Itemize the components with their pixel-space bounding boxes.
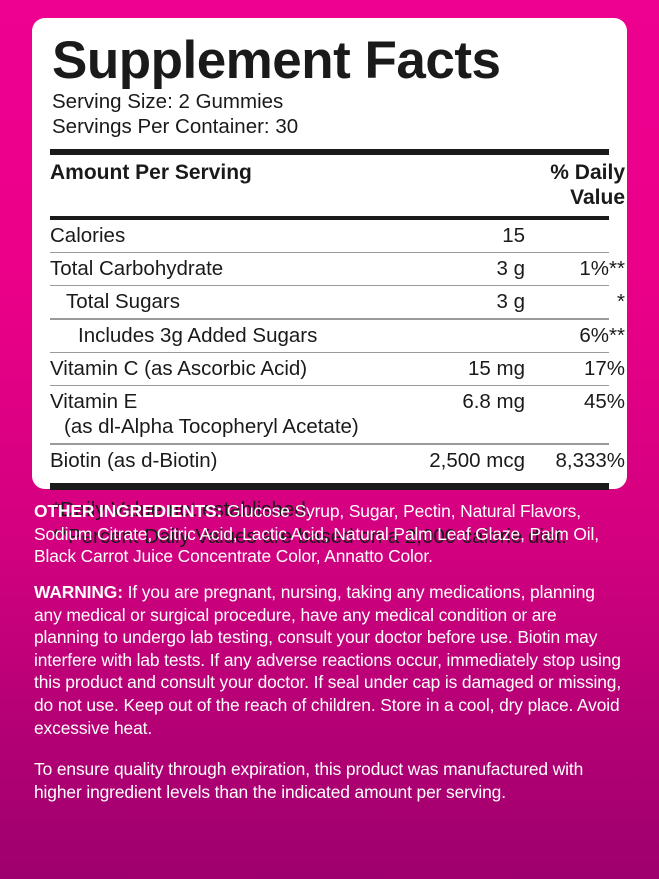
divider-thin xyxy=(50,351,609,354)
divider-thick-top xyxy=(50,148,609,155)
divider-thin xyxy=(50,318,609,320)
row-amount-vitamin-e: 6.8 mg xyxy=(462,390,525,414)
row-name-total-sugars: Total Sugars xyxy=(66,290,180,314)
row-amount-total-sugars: 3 g xyxy=(496,290,526,314)
quality-note-paragraph: To ensure quality through expiration, th… xyxy=(34,759,584,802)
row-name-vitamin-c: Vitamin C (as Ascorbic Acid) xyxy=(50,357,308,381)
divider-thin xyxy=(50,251,609,253)
warning-text: If you are pregnant, nursing, taking any… xyxy=(34,581,622,738)
row-name-added-sugars: Includes 3g Added Sugars xyxy=(78,323,318,347)
row-name-vitamin-e-primary: Vitamin E xyxy=(50,390,138,414)
other-ingredients-label: OTHER INGREDIENTS: xyxy=(34,501,223,521)
divider-thin xyxy=(50,443,609,445)
supplement-facts-panel: Supplement Facts Serving Size: 2 Gummies… xyxy=(32,18,627,548)
table-row: Calories 15 xyxy=(50,220,625,252)
table-header-row: Amount Per Serving % Daily Value xyxy=(50,155,625,216)
divider-medium-header xyxy=(50,216,609,220)
divider-thin xyxy=(50,385,609,387)
divider-thick-bottom xyxy=(50,482,609,490)
header-amount-per-serving: Amount Per Serving xyxy=(50,160,252,184)
row-amount-biotin: 2,500 mcg xyxy=(429,448,525,472)
row-dv-vitamin-e: 45% xyxy=(583,390,625,414)
panel-title: Supplement Facts xyxy=(52,31,501,90)
row-amount-calories: 15 xyxy=(502,223,525,247)
row-dv-vitamin-c: 17% xyxy=(583,357,625,381)
row-name-vitamin-e-source: (as dl-Alpha Tocopheryl Acetate) xyxy=(64,415,359,439)
row-name-vitamin-e: Vitamin E (as dl-Alpha Tocopheryl Acetat… xyxy=(50,386,390,443)
table-row: Total Sugars 3 g * xyxy=(50,286,625,318)
row-amount-added-sugars xyxy=(390,320,525,352)
nutrition-table-body: Calories 15 xyxy=(50,220,625,252)
servings-per-container-text: Servings Per Container: 30 xyxy=(52,115,299,139)
row-dv-total-sugars: * xyxy=(617,290,625,314)
table-row: Biotin (as d-Biotin) 2,500 mcg 8,333% xyxy=(50,445,625,477)
other-ingredients-paragraph: OTHER INGREDIENTS: Glucose Syrup, Sugar,… xyxy=(34,500,626,568)
table-row: Vitamin E (as dl-Alpha Tocopheryl Acetat… xyxy=(50,386,625,443)
serving-size-text: Serving Size: 2 Gummies xyxy=(52,90,284,113)
row-amount-total-carbohydrate: 3 g xyxy=(496,256,526,280)
row-name-total-carbohydrate: Total Carbohydrate xyxy=(50,256,224,280)
header-daily-value: % Daily Value xyxy=(550,160,625,210)
label-text-block: OTHER INGREDIENTS: Glucose Syrup, Sugar,… xyxy=(34,500,626,804)
row-dv-biotin: 8,333% xyxy=(555,448,625,472)
footnote-percent-daily-values: **Percent Daily Values are based on a 2,… xyxy=(52,524,567,548)
row-name-calories: Calories xyxy=(50,223,126,247)
table-row: Includes 3g Added Sugars 6%** xyxy=(50,320,625,352)
row-dv-calories xyxy=(525,220,625,252)
table-row: Vitamin C (as Ascorbic Acid) 15 mg 17% xyxy=(50,353,625,385)
warning-label: WARNING: xyxy=(34,581,123,602)
row-name-biotin: Biotin (as d-Biotin) xyxy=(50,448,218,472)
row-amount-vitamin-c: 15 mg xyxy=(468,357,525,381)
other-ingredients-text: Glucose Syrup, Sugar, Pectin, Natural Fl… xyxy=(34,501,599,567)
footnote-daily-value-not-established: *Daily Value not established. xyxy=(52,497,312,521)
divider-thin xyxy=(50,284,609,287)
row-dv-added-sugars: 6%** xyxy=(579,323,625,347)
nutrition-table: Amount Per Serving % Daily Value xyxy=(50,155,625,216)
warning-paragraph: WARNING: If you are pregnant, nursing, t… xyxy=(34,581,626,739)
table-row: Total Carbohydrate 3 g 1%** xyxy=(50,253,625,285)
header-amount-spacer xyxy=(390,155,525,216)
row-dv-total-carbohydrate: 1%** xyxy=(579,256,625,280)
